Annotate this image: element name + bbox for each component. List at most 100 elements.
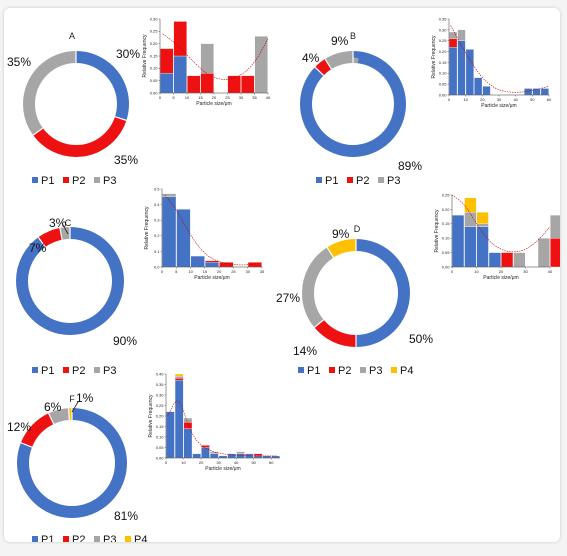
legend-label-p2: P2: [72, 175, 85, 187]
bar-p2: [449, 38, 458, 48]
x-tick-label: 20: [499, 269, 504, 274]
legend-label-p1: P1: [41, 534, 54, 542]
legend-label-p1: P1: [41, 175, 54, 187]
legend-label-p1: P1: [41, 365, 54, 377]
y-tick-label: 0.00: [442, 264, 451, 269]
y-tick-label: 0.20: [150, 41, 159, 46]
x-axis-label: Particle size/μm: [205, 466, 240, 472]
x-tick-label: 25: [231, 269, 236, 274]
bar-p1: [465, 49, 474, 96]
x-axis-label: Particle size/μm: [196, 101, 231, 107]
x-tick-label: 20: [199, 460, 204, 465]
bar-p3: [457, 29, 466, 41]
y-tick-label: 0.20: [442, 207, 451, 212]
bar-p1: [476, 226, 489, 268]
bar-p2: [174, 378, 184, 381]
percent-label-p2: 12%: [7, 420, 31, 434]
x-tick-label: 5: [172, 95, 175, 100]
legend-label-p4: P4: [400, 365, 413, 377]
x-tick-label: 25: [225, 95, 230, 100]
bar-p1: [209, 453, 219, 459]
y-axis-label: Relative Frequency: [434, 209, 440, 253]
y-tick-label: 0.05: [150, 78, 159, 83]
y-tick-label: 0.25: [442, 192, 451, 197]
y-tick-label: 0.35: [439, 16, 448, 21]
x-tick-label: 30: [523, 269, 528, 274]
fit-curve: [167, 400, 277, 457]
bar-p2: [201, 445, 210, 448]
y-tick-label: 0.40: [156, 371, 165, 376]
bar-p4: [174, 373, 184, 377]
bar-p3: [200, 43, 214, 74]
legend-swatch-p2: [63, 367, 69, 373]
x-tick-label: 40: [548, 269, 553, 274]
bar-p3: [254, 36, 268, 94]
x-tick-label: 30: [497, 97, 502, 102]
slice-separator: [114, 116, 127, 121]
bar-p1: [176, 209, 191, 268]
panel-letter-f: F: [69, 394, 75, 404]
y-tick-label: 0.5: [154, 186, 160, 191]
legend-label-p2: P2: [356, 175, 369, 187]
bar-p2: [187, 75, 201, 94]
bar-p1: [160, 73, 174, 94]
x-tick-label: 35: [260, 269, 265, 274]
donut-chart-b: B 89% 4% 9% P1 P2 P3: [300, 31, 422, 187]
figure-canvas: A 30% 35% 35% P1 P2 P3 B 89% 4% 9% P1 P2 P3 C 90% 7%3% P1…: [7, 16, 560, 542]
slice-separator: [20, 442, 33, 448]
bar-p2: [173, 21, 187, 57]
percent-label-p1: 89%: [398, 159, 422, 173]
bar-p1: [183, 428, 193, 459]
fit-curve: [162, 33, 269, 80]
x-tick-label: 40: [234, 460, 239, 465]
y-axis-label: Relative Frequency: [144, 206, 150, 250]
donut-chart-d: D 50% 14% 27% 9% P1 P2 P3 P4: [276, 224, 433, 377]
legend: P1 P2 P3 P4: [32, 534, 147, 542]
bar-p3: [162, 193, 177, 197]
legend-swatch-p1: [298, 367, 304, 373]
legend-swatch-p3: [360, 367, 366, 373]
panel-letter-a: A: [69, 31, 75, 41]
percent-label-p1: 81%: [114, 509, 138, 523]
x-tick-label: 15: [198, 95, 203, 100]
legend-swatch-p2: [63, 177, 69, 183]
bar-p1: [227, 453, 237, 459]
slice-separator: [48, 412, 55, 425]
fit-curve: [164, 195, 257, 266]
x-tick-label: 60: [269, 460, 274, 465]
legend-label-p3: P3: [103, 365, 116, 377]
bar-p2: [241, 75, 255, 94]
x-tick-label: 10: [181, 460, 186, 465]
x-tick-label: 20: [212, 95, 217, 100]
figure-panel: A 30% 35% 35% P1 P2 P3 B 89% 4% 9% P1 P2 P3 C 90% 7% 3% P1…: [4, 8, 560, 542]
legend-label-p1: P1: [325, 175, 338, 187]
bar-p1: [162, 196, 177, 268]
bar-p1: [205, 262, 219, 268]
bar-p1: [166, 411, 175, 459]
legend-swatch-p2: [63, 536, 69, 542]
donut-chart-c: C 90% 7%3% P1 P2 P3: [16, 216, 137, 377]
legend-label-p3: P3: [103, 534, 116, 542]
x-tick-label: 0: [451, 269, 454, 274]
legend-swatch-p3: [94, 536, 100, 542]
percent-label-p3: 6%: [44, 400, 62, 414]
y-tick-label: 0.35: [156, 382, 165, 387]
y-tick-label: 0.1: [154, 249, 160, 254]
y-tick-label: 0.10: [439, 71, 448, 76]
legend-swatch-p4: [125, 536, 131, 542]
fit-curve: [451, 194, 551, 253]
bar-p4: [476, 212, 489, 224]
slice-separator: [324, 58, 332, 70]
percent-label-p1: 90%: [113, 334, 137, 348]
bar-p1: [253, 455, 263, 459]
x-tick-label: 10: [188, 269, 193, 274]
donut-chart-f: F 81% 12% 6% 1% P1 P2 P3 P4: [7, 391, 147, 542]
panel-letter-d: D: [354, 224, 361, 234]
percent-label-p3: 9%: [331, 34, 349, 48]
y-tick-label: 0.00: [156, 455, 165, 460]
bar-p1: [201, 447, 210, 459]
y-axis-label: Relative Frequency: [142, 34, 148, 78]
slice-separator: [67, 408, 70, 421]
y-tick-label: 0.10: [156, 434, 165, 439]
bar-p2: [227, 75, 241, 94]
